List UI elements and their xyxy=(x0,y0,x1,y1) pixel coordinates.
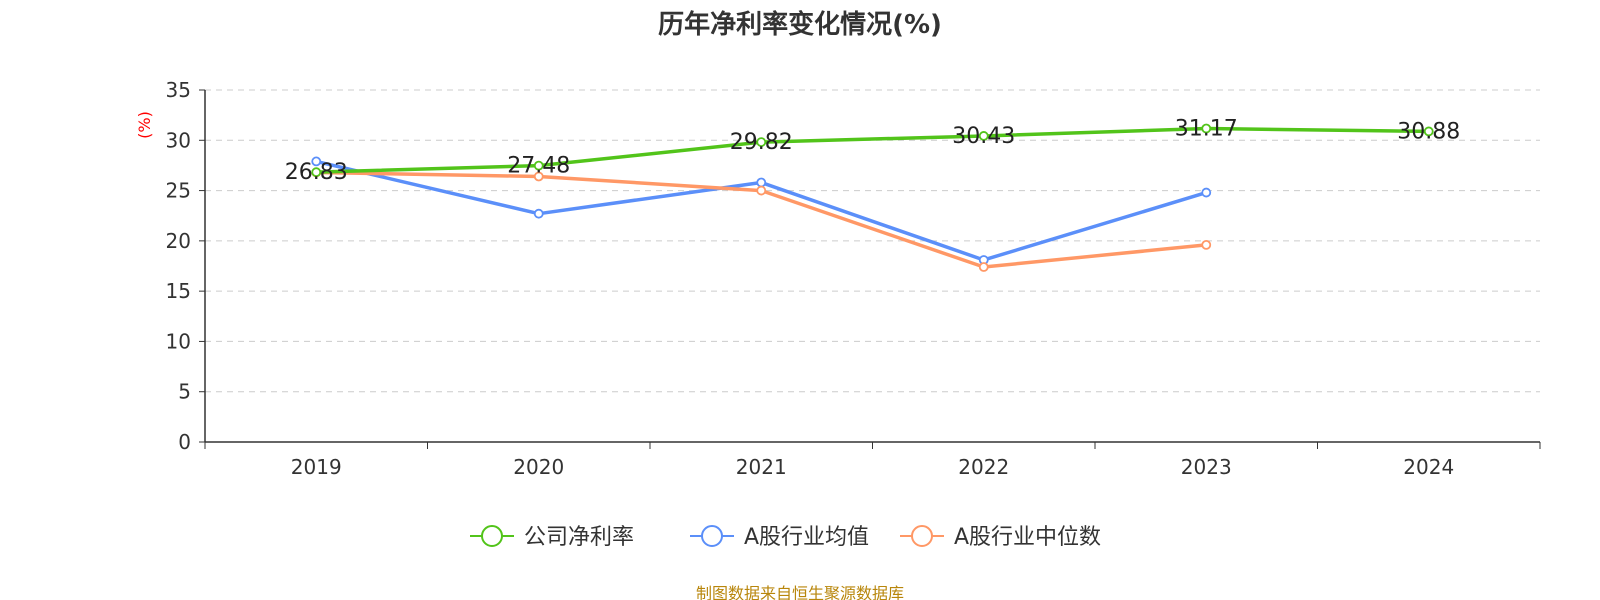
legend-item-industry_avg: A股行业均值 xyxy=(690,525,869,550)
data-label-company: 31.17 xyxy=(1175,117,1238,142)
x-tick-label: 2021 xyxy=(736,455,787,479)
x-tick-label: 2020 xyxy=(513,455,564,479)
y-tick-label: 10 xyxy=(166,329,191,353)
y-tick-label: 5 xyxy=(178,380,191,404)
series-line-company xyxy=(316,126,1429,174)
y-tick-label: 20 xyxy=(166,229,191,253)
data-point-company xyxy=(1423,126,1434,137)
legend-swatch-marker xyxy=(481,525,503,547)
x-tick-label: 2019 xyxy=(291,455,342,479)
data-point-company xyxy=(756,137,767,147)
grid-layer xyxy=(205,89,1540,393)
legend-label: A股行业中位数 xyxy=(954,525,1101,550)
legend-label: A股行业均值 xyxy=(744,525,869,550)
data-point-industry_avg xyxy=(1201,187,1212,198)
y-tick-label: 0 xyxy=(178,430,191,454)
legend: 公司净利率 A股行业均值 A股行业中位数 xyxy=(470,525,1101,550)
data-point-industry_avg xyxy=(311,156,322,167)
data-label-company: 30.88 xyxy=(1397,119,1460,144)
data-point-industry_median xyxy=(1201,239,1212,250)
axis-layer: 0 5 10 15 20 25 30 35 (%) 2019 2020 2021 2022 2023 202… xyxy=(135,78,1541,479)
legend-swatch-marker xyxy=(911,525,933,547)
legend-item-industry_median: A股行业中位数 xyxy=(900,525,1101,550)
legend-label: 公司净利率 xyxy=(524,525,634,550)
legend-item-company: 公司净利率 xyxy=(470,525,634,550)
chart-title: 历年净利率变化情况(%) xyxy=(658,10,942,40)
data-point-company xyxy=(1201,123,1212,134)
data-point-industry_avg xyxy=(533,208,544,219)
series-layer xyxy=(311,123,1434,272)
data-label-company: 27.48 xyxy=(507,154,570,179)
legend-swatch-marker xyxy=(701,525,723,547)
data-source-note: 制图数据来自恒生聚源数据库 xyxy=(695,584,904,600)
x-tick-label: 2022 xyxy=(958,455,1009,479)
y-tick-label: 30 xyxy=(166,128,191,152)
y-tick-label: 35 xyxy=(166,78,191,102)
data-label-layer: 26.83 27.48 29.82 30.43 31.17 30.88 xyxy=(285,117,1460,186)
data-label-company: 29.82 xyxy=(730,130,793,155)
data-point-industry_median xyxy=(978,262,989,272)
y-tick-label: 25 xyxy=(166,179,191,203)
data-label-company: 30.43 xyxy=(952,124,1015,149)
x-tick-label: 2024 xyxy=(1403,455,1454,479)
data-point-industry_avg xyxy=(756,177,767,188)
data-point-company xyxy=(533,160,544,171)
data-point-company xyxy=(311,167,322,178)
data-point-industry_median xyxy=(756,185,767,196)
data-point-company xyxy=(978,131,989,141)
data-label-company: 26.83 xyxy=(285,160,348,185)
data-point-industry_median xyxy=(533,171,544,182)
y-axis-unit-label: (%) xyxy=(135,111,154,139)
x-tick-label: 2023 xyxy=(1181,455,1232,479)
y-tick-label: 15 xyxy=(166,279,191,303)
